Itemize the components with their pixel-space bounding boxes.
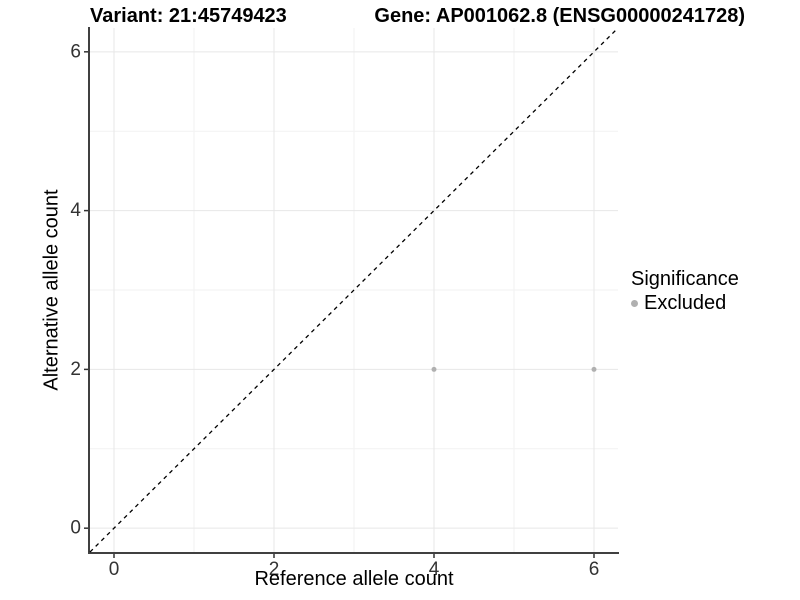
x-tick-label: 4: [429, 559, 440, 580]
y-tick-label: 4: [70, 200, 81, 221]
data-point: [591, 366, 597, 372]
legend-title: Significance: [631, 268, 739, 290]
x-axis-label: Reference allele count: [254, 568, 454, 590]
legend-item-label: Excluded: [644, 292, 727, 314]
y-tick-label: 6: [70, 41, 81, 62]
legend: Significance Excluded: [631, 268, 739, 315]
data-point: [431, 366, 437, 372]
plot-title-variant: Variant: 21:45749423: [90, 5, 287, 27]
y-axis-label: Alternative allele count: [40, 189, 63, 391]
y-tick-label: 0: [70, 518, 81, 539]
legend-item-excluded: Excluded: [631, 292, 739, 315]
x-tick-label: 6: [589, 559, 600, 580]
plot-title-gene: Gene: AP001062.8 (ENSG00000241728): [374, 5, 745, 27]
y-tick-label: 2: [70, 359, 81, 380]
identity-reference-line: [89, 27, 619, 553]
x-tick-label: 0: [109, 559, 120, 580]
x-tick-label: 2: [269, 559, 280, 580]
legend-point-icon: [631, 300, 638, 307]
